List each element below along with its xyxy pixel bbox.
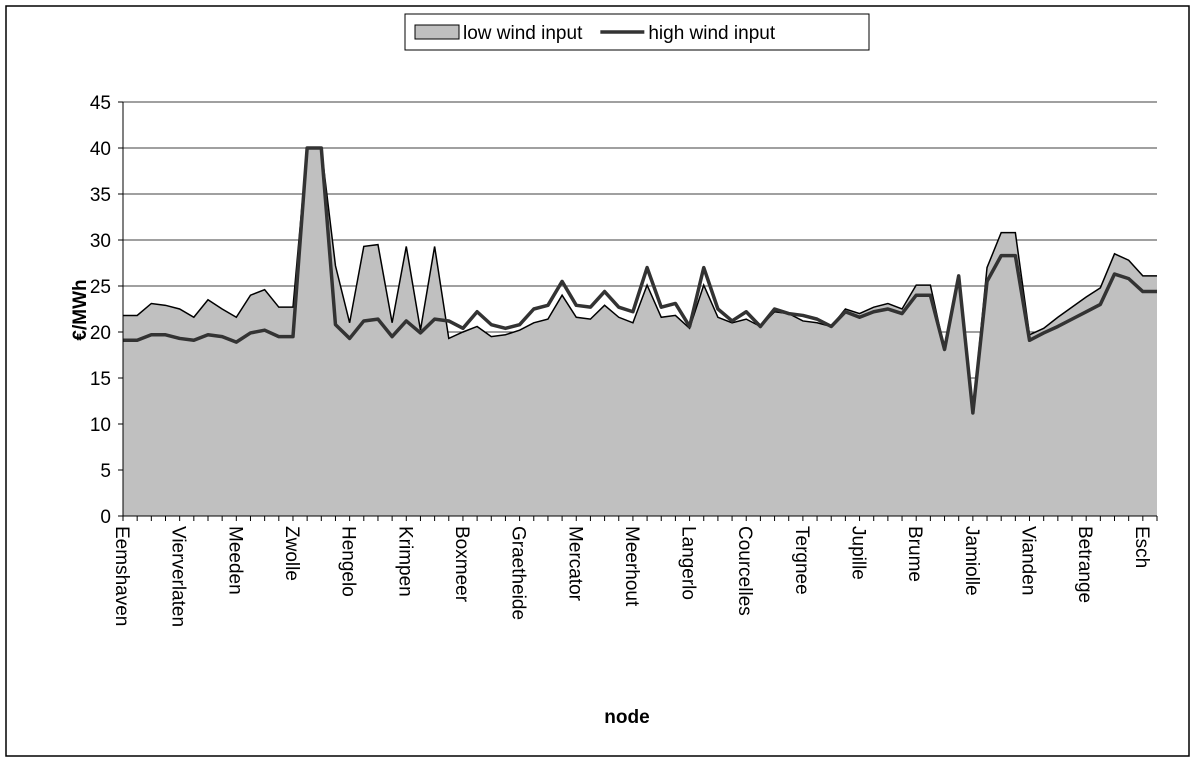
x-tick-label: Brume	[904, 526, 925, 582]
x-tick-label: Vierverlaten	[168, 526, 189, 627]
y-tick-label: 35	[90, 185, 111, 206]
x-tick-label: Meerhout	[621, 526, 642, 607]
x-tick-label: Eemshaven	[111, 526, 132, 626]
legend-swatch	[414, 24, 460, 40]
y-tick-label: 20	[90, 323, 111, 344]
x-tick-label: Meeden	[224, 526, 245, 595]
x-axis-label: node	[604, 707, 649, 728]
x-tick-label: Courcelles	[734, 526, 755, 616]
legend-label: low wind input	[463, 23, 583, 44]
line	[123, 146, 1157, 415]
x-tick-label: Boxmeer	[451, 526, 472, 603]
x-tick-label: Krimpen	[394, 526, 415, 597]
x-tick-label: Langerlo	[678, 526, 699, 600]
y-tick-label: 30	[90, 231, 111, 252]
y-tick-label: 10	[90, 415, 111, 436]
legend-label: high wind input	[648, 23, 775, 44]
x-tick-label: Mercator	[564, 526, 585, 602]
y-tick-label: 0	[100, 507, 111, 528]
x-tick-label: Zwolle	[281, 526, 302, 581]
x-tick-label: Vianden	[1018, 526, 1039, 595]
y-axis-label: €/MWh	[70, 279, 91, 340]
y-tick-label: 45	[90, 93, 111, 114]
x-tick-label: Betrange	[1074, 526, 1095, 603]
x-tick-label: Hengelo	[338, 526, 359, 597]
y-tick-label: 5	[100, 461, 111, 482]
y-tick-label: 15	[90, 369, 111, 390]
x-tick-label: Jupille	[848, 526, 869, 580]
x-tick-label: Tergnee	[791, 526, 812, 595]
x-tick-label: Jamiolle	[961, 526, 982, 596]
x-tick-label: Graetheide	[508, 526, 529, 620]
y-tick-label: 40	[90, 139, 111, 160]
area	[123, 148, 1157, 516]
x-tick-label: Esch	[1131, 526, 1152, 568]
y-tick-label: 25	[90, 277, 111, 298]
